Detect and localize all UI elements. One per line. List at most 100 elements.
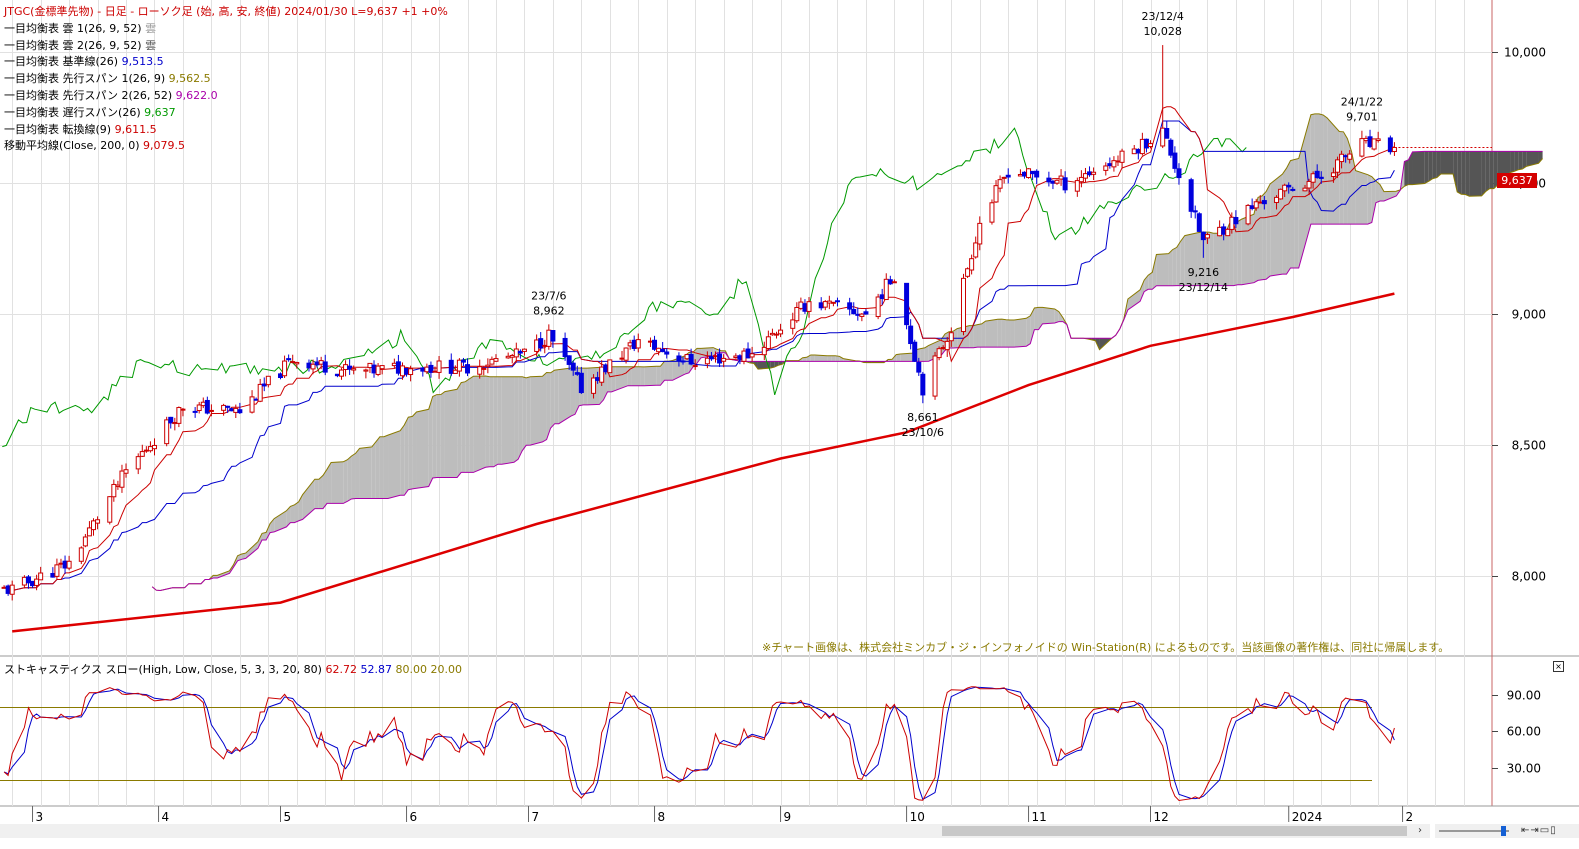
candle-body xyxy=(547,330,551,346)
kumo-segment xyxy=(498,377,502,464)
candle-body xyxy=(657,348,661,351)
candle-body xyxy=(1230,217,1234,229)
candle-body xyxy=(620,358,624,359)
candle-body xyxy=(466,365,470,373)
candle-body xyxy=(884,279,888,299)
candle-body xyxy=(892,282,896,283)
kumo-segment xyxy=(315,479,319,508)
candle-body xyxy=(287,359,291,360)
candle-body xyxy=(1344,156,1348,157)
kumo-segment xyxy=(636,367,640,386)
kumo-segment xyxy=(1181,236,1185,286)
candle-body xyxy=(209,410,213,411)
candle-body xyxy=(762,347,766,354)
candle-body xyxy=(648,341,652,342)
scroll-right-arrow-icon[interactable]: › xyxy=(1413,824,1427,838)
candle-body xyxy=(120,471,124,487)
kumo-segment xyxy=(559,368,571,424)
kumo-segment xyxy=(343,460,347,504)
candle-body xyxy=(632,340,636,348)
candle-body xyxy=(1177,169,1181,178)
candle-body xyxy=(368,363,372,367)
candle-body xyxy=(1360,139,1364,156)
stoch-tick-label: 30.00 xyxy=(1507,762,1541,776)
kumo-segment xyxy=(1490,151,1494,188)
zoom-buttons-icon[interactable]: ⇤⇥▭▯ xyxy=(1521,824,1557,838)
x-month-label: 7 xyxy=(532,810,540,824)
kumo-segment xyxy=(457,383,461,478)
kumo-segment xyxy=(384,435,388,498)
legend-row: 一目均衡表 遅行スパン(26) 9,637 xyxy=(4,105,448,122)
candle-body xyxy=(1027,169,1031,178)
candle-body xyxy=(860,314,864,316)
candle-body xyxy=(888,280,892,284)
candle-body xyxy=(222,405,226,410)
zoom-slider-track[interactable] xyxy=(1439,830,1509,832)
candle-body xyxy=(421,368,425,371)
kumo-segment xyxy=(355,448,359,498)
candle-body xyxy=(921,374,925,395)
candle-body xyxy=(307,363,311,368)
stochastics-title: ストキャスティクス スロー(High, Low, Close, 5, 3, 3,… xyxy=(4,663,322,676)
candle-body xyxy=(55,565,59,577)
scrollbar-thumb[interactable] xyxy=(942,826,1407,836)
horizontal-scrollbar[interactable]: › xyxy=(0,824,1430,838)
candle-body xyxy=(945,341,949,349)
candle-body xyxy=(144,450,148,451)
candle-body xyxy=(1035,171,1039,177)
kumo-segment xyxy=(486,376,490,467)
legend-row: 一目均衡表 先行スパン 2(26, 52) 9,622.0 xyxy=(4,88,448,105)
candle-body xyxy=(628,343,632,346)
candle-body xyxy=(96,520,100,523)
zoom-slider-knob[interactable] xyxy=(1501,826,1506,836)
kumo-segment xyxy=(347,456,351,501)
candle-body xyxy=(2,587,6,588)
legend-row-label: 一目均衡表 雲 2(26, 9, 52) xyxy=(4,39,145,52)
candle-body xyxy=(1193,211,1197,212)
candle-body xyxy=(665,352,669,354)
legend-row-value: 9,513.5 xyxy=(122,55,164,68)
candle-body xyxy=(1088,172,1092,175)
candle-body xyxy=(522,349,526,351)
candle-body xyxy=(933,356,937,396)
candle-body xyxy=(283,361,287,376)
kumo-segment xyxy=(526,377,530,445)
candle-body xyxy=(1258,202,1262,203)
candle-body xyxy=(396,362,400,373)
candle-body xyxy=(1348,154,1352,159)
candle-body xyxy=(734,356,738,357)
kumo-segment xyxy=(360,447,372,499)
candle-body xyxy=(376,366,380,374)
candle-body xyxy=(970,259,974,270)
candle-body xyxy=(339,370,343,376)
kumo-segment xyxy=(811,355,815,361)
candle-body xyxy=(661,349,665,351)
stoch-tick-label: 60.00 xyxy=(1507,725,1541,739)
kumo-segment xyxy=(1014,318,1026,347)
candle-body xyxy=(1262,201,1266,204)
kumo-segment xyxy=(514,377,518,463)
candle-body xyxy=(108,497,112,522)
candle-body xyxy=(352,369,356,370)
kumo-segment xyxy=(1518,151,1522,169)
x-month-label: 2024 xyxy=(1292,810,1323,824)
stochastics-values: 62.72 52.87 80.00 20.00 xyxy=(325,663,462,676)
candle-body xyxy=(148,447,152,451)
candle-body xyxy=(35,579,39,585)
legend-row-label: 一目均衡表 遅行スパン(26) xyxy=(4,106,144,119)
candle-body xyxy=(39,573,43,580)
candle-body xyxy=(693,366,697,367)
kumo-segment xyxy=(445,389,457,477)
legend-row: 一目均衡表 雲 1(26, 9, 52) 雲 xyxy=(4,21,448,38)
y-tick-label: 8,000 xyxy=(1512,570,1546,584)
kumo-segment xyxy=(1412,151,1424,184)
legend-row-value: 9,079.5 xyxy=(143,139,185,152)
candle-body xyxy=(799,302,803,308)
zoom-control[interactable]: ⇤⇥▭▯ xyxy=(1435,824,1579,838)
candle-body xyxy=(1051,181,1055,183)
kumo-segment xyxy=(1156,254,1168,286)
close-pane-button[interactable]: × xyxy=(1553,661,1564,672)
candle-body xyxy=(67,561,71,568)
kumo-segment xyxy=(831,356,835,362)
legend-row-label: 一目均衡表 先行スパン 2(26, 52) xyxy=(4,89,176,102)
